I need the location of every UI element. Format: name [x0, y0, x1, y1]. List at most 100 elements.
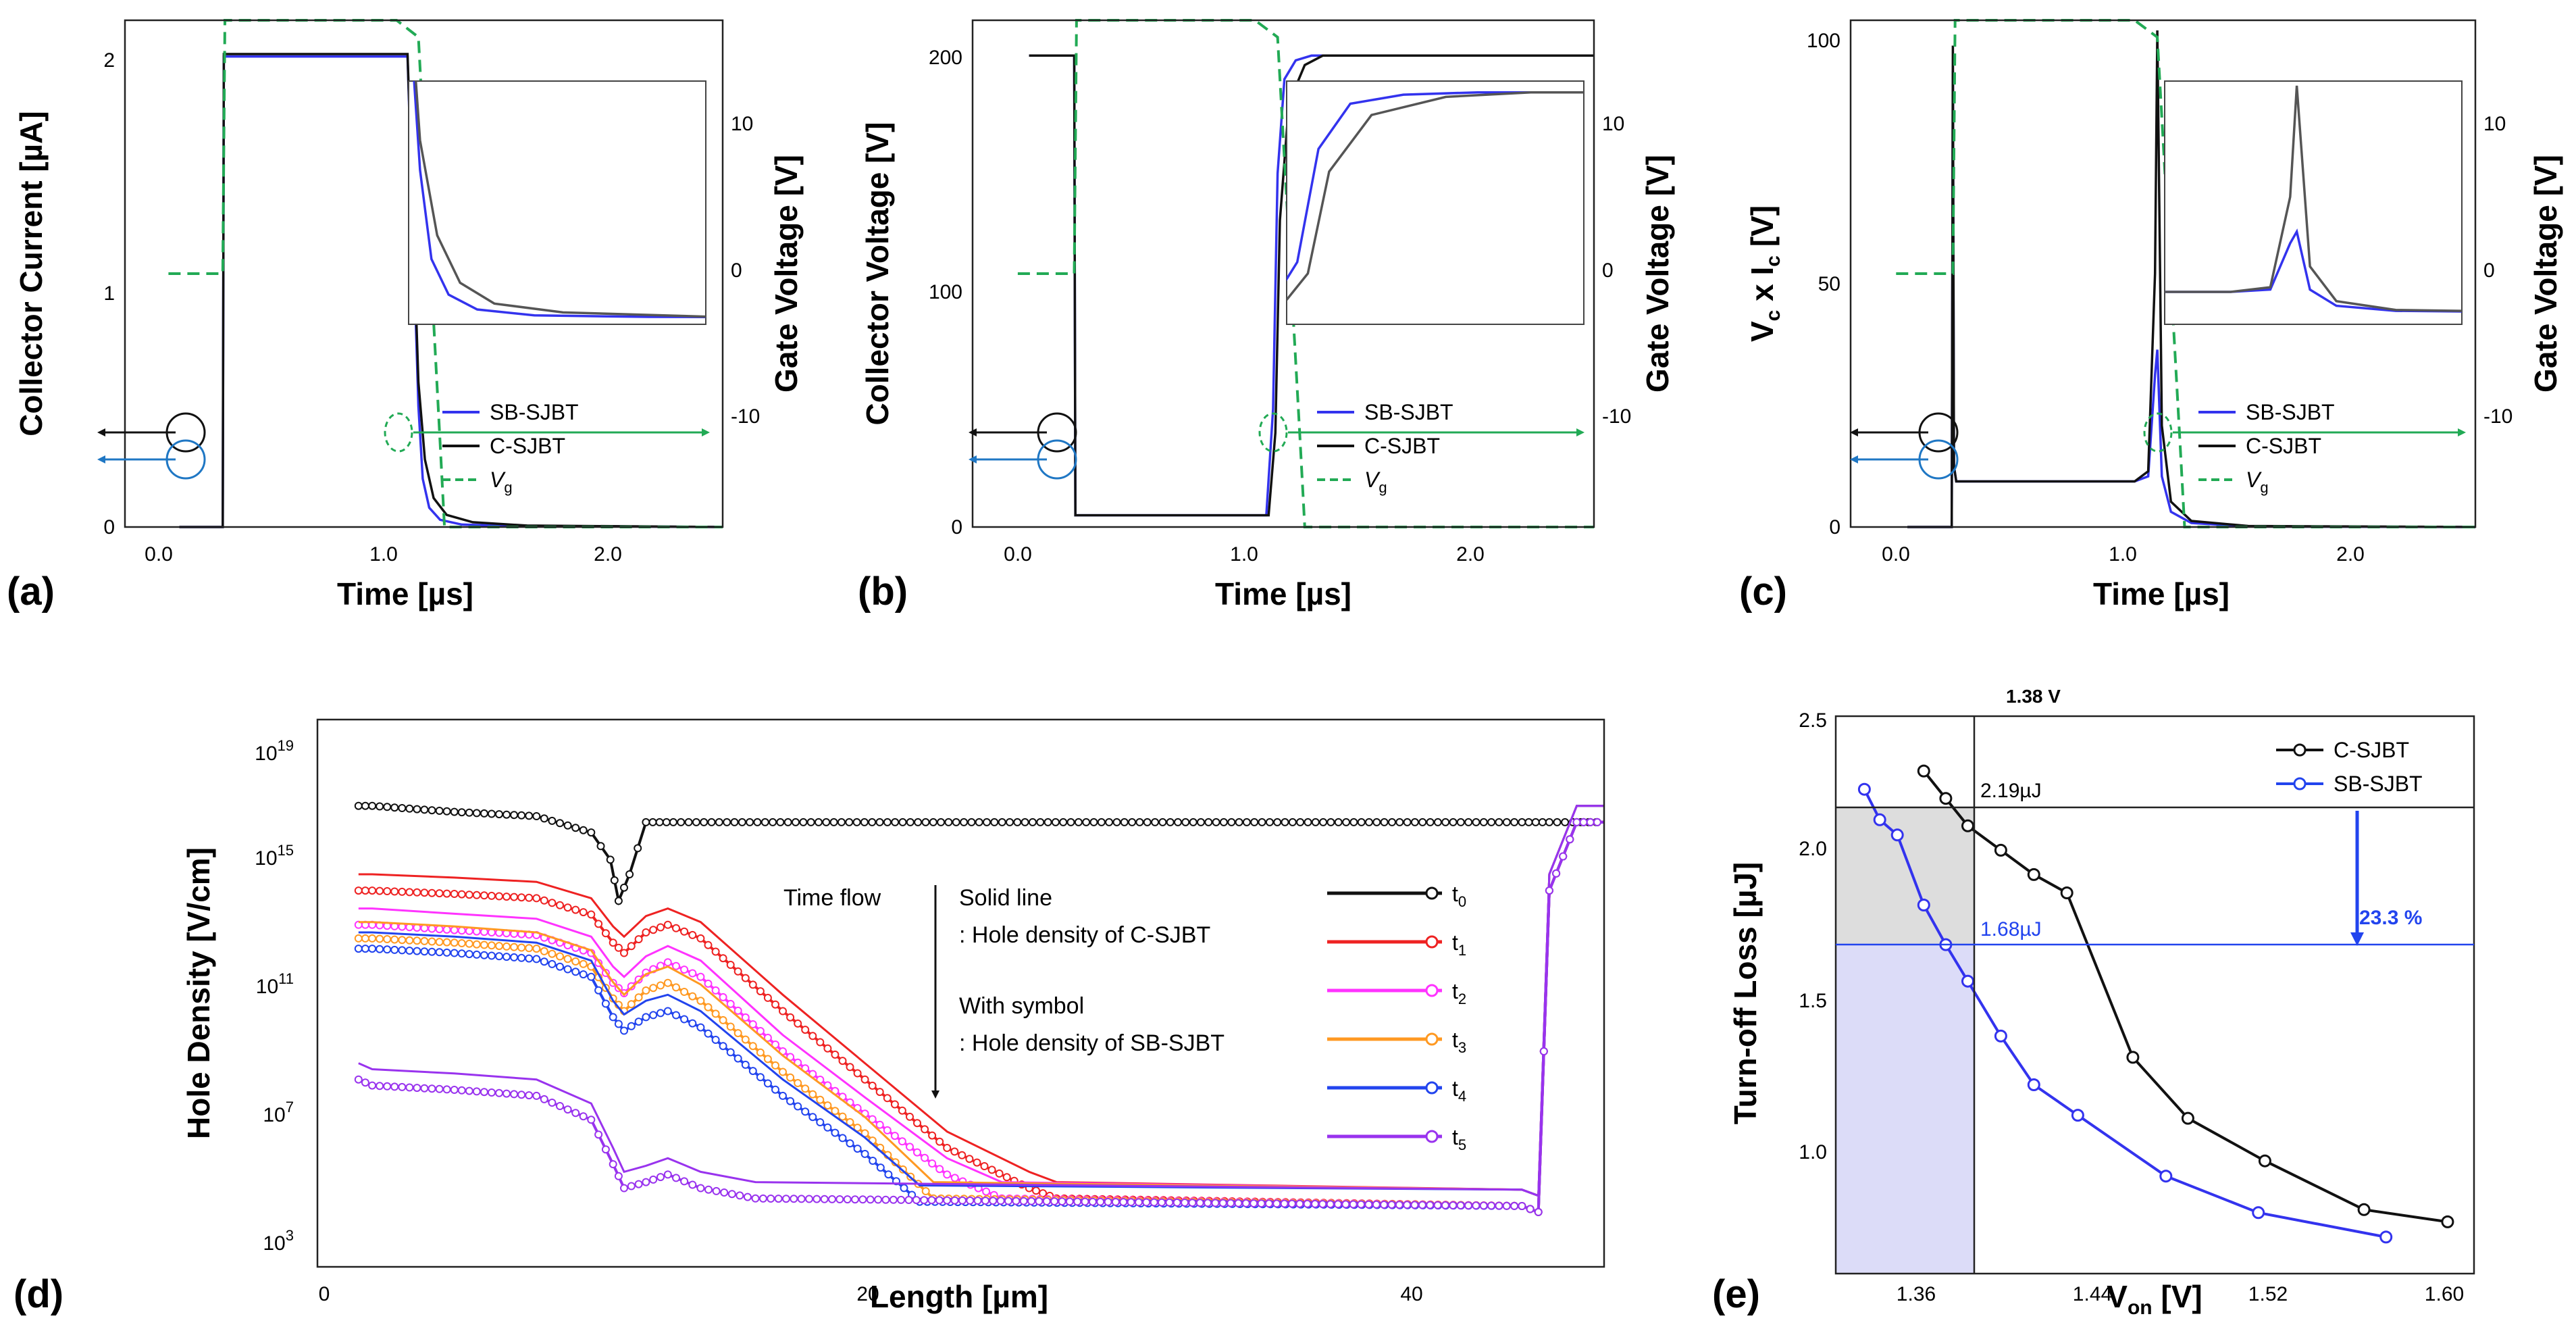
series-t5-sb-point: [1341, 1200, 1350, 1209]
series-t0-sb-point: [1288, 818, 1297, 826]
series-t1-sb-point: [921, 1125, 929, 1134]
series-t0-sb-point: [398, 804, 407, 812]
series-t1-sb-point: [838, 1057, 847, 1065]
series-t0-sb-point: [707, 818, 716, 826]
panel-label: (c): [1739, 570, 1787, 613]
series-t3-sb-point: [741, 1035, 750, 1044]
series-t1-sb-point: [649, 926, 658, 934]
series-t1-sb-point: [935, 1137, 944, 1146]
series-t0-sb-point: [405, 804, 414, 813]
series-t5-sb-point: [996, 1197, 1005, 1205]
series-t5-sb-point: [487, 1088, 496, 1097]
series-t1-sb-point: [965, 1155, 974, 1163]
series-t5-sb-point: [510, 1090, 519, 1099]
series-t0-sb-point: [1051, 818, 1060, 826]
series-t1-sb-point: [627, 942, 636, 951]
series-t2-sb-point: [883, 1126, 892, 1134]
series-t3-sb-point: [794, 1079, 802, 1087]
series-c-line: [1907, 30, 2476, 528]
series-c-point: [1917, 764, 1930, 778]
series-t5-sb-point: [989, 1197, 998, 1205]
series-t1-sb-point: [1002, 1173, 1011, 1182]
series-t4-sb-point: [472, 950, 481, 959]
series-t4-sb-point: [808, 1113, 817, 1122]
series-t0-sb-point: [1334, 818, 1343, 826]
series-t1-sb-point: [503, 893, 511, 901]
panel-e-frame: [1834, 715, 2475, 1275]
series-t0-sb-point: [610, 876, 619, 884]
panel-a-legend: SB-SJBT C-SJBT Vg: [442, 400, 579, 496]
series-t5-sb-point: [1441, 1201, 1449, 1209]
series-t3-sb-point: [921, 1187, 930, 1195]
series-t5-sb-point: [1495, 1201, 1503, 1210]
legend-marker-sb: [2293, 777, 2307, 791]
series-t1-sb-point: [587, 910, 596, 919]
series-t0-sb-point: [1410, 818, 1419, 826]
series-t4-sb-point: [672, 1011, 680, 1020]
series-t1-sb-point: [472, 891, 481, 899]
series-t0-sb-point: [769, 818, 777, 826]
panel-b-vg-marker: [1258, 412, 1288, 453]
series-t5-sb-point: [1566, 835, 1574, 844]
series-t5-sb-point: [720, 1188, 729, 1197]
annotation-symbol-desc: : Hole density of SB-SJBT: [959, 1030, 1225, 1056]
series-t0-sb-point: [1510, 818, 1519, 826]
legend-label-base: t: [1452, 930, 1458, 955]
series-t5-sb-point: [1165, 1198, 1174, 1207]
series-t4-sb-point: [869, 1157, 877, 1165]
series-t5-sb-point: [663, 1170, 672, 1179]
series-t0-sb-point: [1487, 818, 1496, 826]
series-t1-sb-point: [548, 899, 557, 907]
series-t5-sb-point: [889, 1195, 898, 1204]
y-axis-label: Turn-off Loss [µJ]: [1728, 862, 1763, 1124]
series-t0-sb-point: [1273, 818, 1282, 826]
series-t4-sb-point: [620, 1026, 628, 1035]
tick-x: 2.0: [594, 543, 622, 566]
tick-y: 50: [1818, 273, 1840, 295]
series-t4-sb-point: [860, 1149, 869, 1158]
series-t1-sb-point: [913, 1119, 921, 1128]
series-t0-sb-point: [1089, 818, 1098, 826]
series-t3-sb-point: [726, 1022, 735, 1031]
panel-a-frame: [124, 19, 724, 528]
series-t3-sb-point: [779, 1068, 787, 1076]
series-t5-sb-point: [601, 1145, 610, 1154]
series-t0-sb-point: [952, 818, 960, 826]
series-sb-point: [2027, 1078, 2040, 1091]
series-t2-sb-point: [906, 1143, 914, 1151]
series-t3-sb-point: [548, 949, 557, 958]
series-t4-sb-point: [383, 945, 392, 954]
series-t5-sb-point: [354, 1075, 363, 1084]
series-t2-sb-point: [688, 969, 697, 978]
series-t0-sb-point: [1028, 818, 1037, 826]
series-t4-sb-point: [711, 1036, 720, 1044]
series-t5-sb-point: [1334, 1200, 1342, 1209]
tick-y2: 0: [1602, 259, 1614, 282]
series-t5-sb-point: [1119, 1198, 1128, 1207]
series-t2-sb-point: [663, 958, 672, 967]
series-t0-sb-point: [852, 818, 861, 826]
series-t2-sb-point: [748, 1020, 757, 1028]
series-t1-sb-point: [594, 920, 603, 928]
x-axis-label: Time [µs]: [1215, 576, 1351, 611]
legend-label-t5: t5: [1452, 1125, 1466, 1153]
series-t5-sb-point: [1349, 1200, 1358, 1209]
tick-y2: 0: [2483, 259, 2495, 282]
y2-axis-label: Gate Voltage [V]: [2528, 155, 2563, 393]
series-t4-sb-point: [465, 950, 473, 959]
series-t1-sb-point: [958, 1151, 967, 1159]
series-t0-sb-point: [1235, 818, 1243, 826]
series-t5-sb-point: [1487, 1201, 1495, 1210]
series-t1-sb-point: [748, 980, 757, 989]
series-t0-sb-point: [1426, 818, 1435, 826]
series-t5-sb-point: [1364, 1200, 1373, 1209]
series-t0-sb-point: [606, 855, 615, 864]
annotation-solid-desc: : Hole density of C-SJBT: [959, 922, 1210, 948]
series-t2-sb-point: [898, 1137, 906, 1146]
tick-x: 0: [319, 1283, 330, 1305]
tick-x: 1.0: [2109, 543, 2137, 566]
series-t0-sb-point: [1219, 818, 1228, 826]
series-t5-sb-point: [1081, 1197, 1089, 1206]
series-t5-sb-point: [927, 1196, 936, 1205]
legend-label-sb: SB-SJBT: [1364, 400, 1453, 424]
